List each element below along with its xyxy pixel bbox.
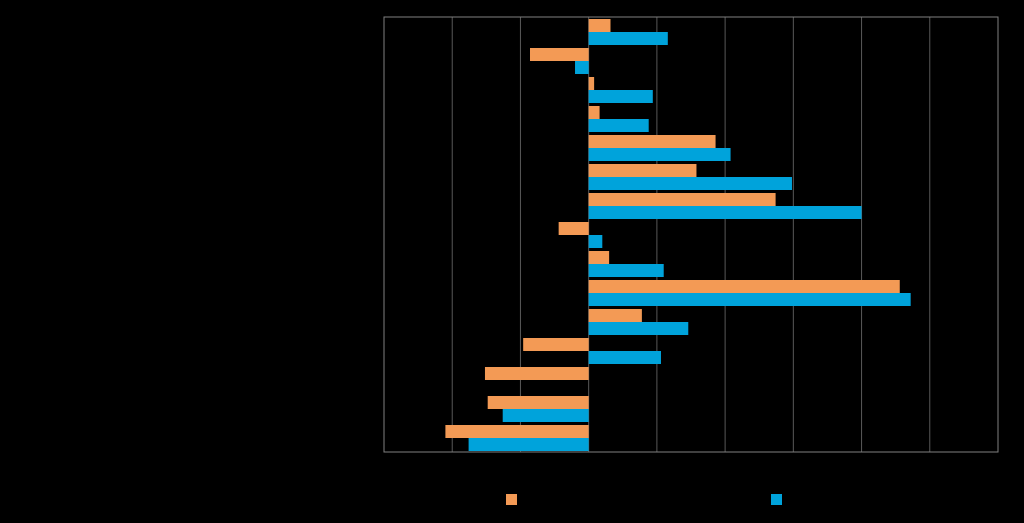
bar-series-2-item-3 (588, 90, 653, 103)
bar-series-1-item-5 (588, 135, 716, 148)
bar-series-1-item-4 (588, 106, 600, 119)
bar-series-2-item-8 (588, 235, 603, 248)
bar-series-2-item-7 (588, 206, 862, 219)
bar-series-1-item-8 (558, 222, 589, 235)
bar-series-1-item-9 (588, 251, 610, 264)
bar-series-1-item-10 (588, 280, 900, 293)
bars (445, 19, 911, 451)
legend (506, 494, 782, 505)
gridlines (451, 17, 931, 452)
bar-series-2-item-10 (588, 293, 911, 306)
bar-series-2-item-6 (588, 177, 792, 190)
bar-series-2-item-2 (575, 61, 589, 74)
bar-series-2-item-4 (588, 119, 649, 132)
bar-series-1-item-11 (588, 309, 642, 322)
bar-series-1-item-7 (588, 193, 776, 206)
bar-series-1-item-2 (529, 48, 589, 61)
bar-series-1-item-3 (588, 77, 595, 90)
bar-series-1-item-12 (523, 338, 589, 351)
bar-series-1-item-6 (588, 164, 697, 177)
bar-series-2-item-15 (468, 438, 589, 451)
bar-series-2-item-11 (588, 322, 689, 335)
bar-series-1-item-13 (484, 367, 589, 380)
bar-series-2-item-14 (502, 409, 589, 422)
bar-series-1-item-15 (445, 425, 589, 438)
bar-series-2-item-12 (588, 351, 661, 364)
plot-area-border (383, 16, 999, 453)
bar-series-2-item-5 (588, 148, 731, 161)
bar-series-1-item-14 (487, 396, 589, 409)
legend-swatch-series-1 (506, 494, 517, 505)
bar-series-1-item-1 (588, 19, 611, 32)
bar-series-2-item-1 (588, 32, 668, 45)
bar-series-2-item-9 (588, 264, 664, 277)
legend-swatch-series-2 (771, 494, 782, 505)
